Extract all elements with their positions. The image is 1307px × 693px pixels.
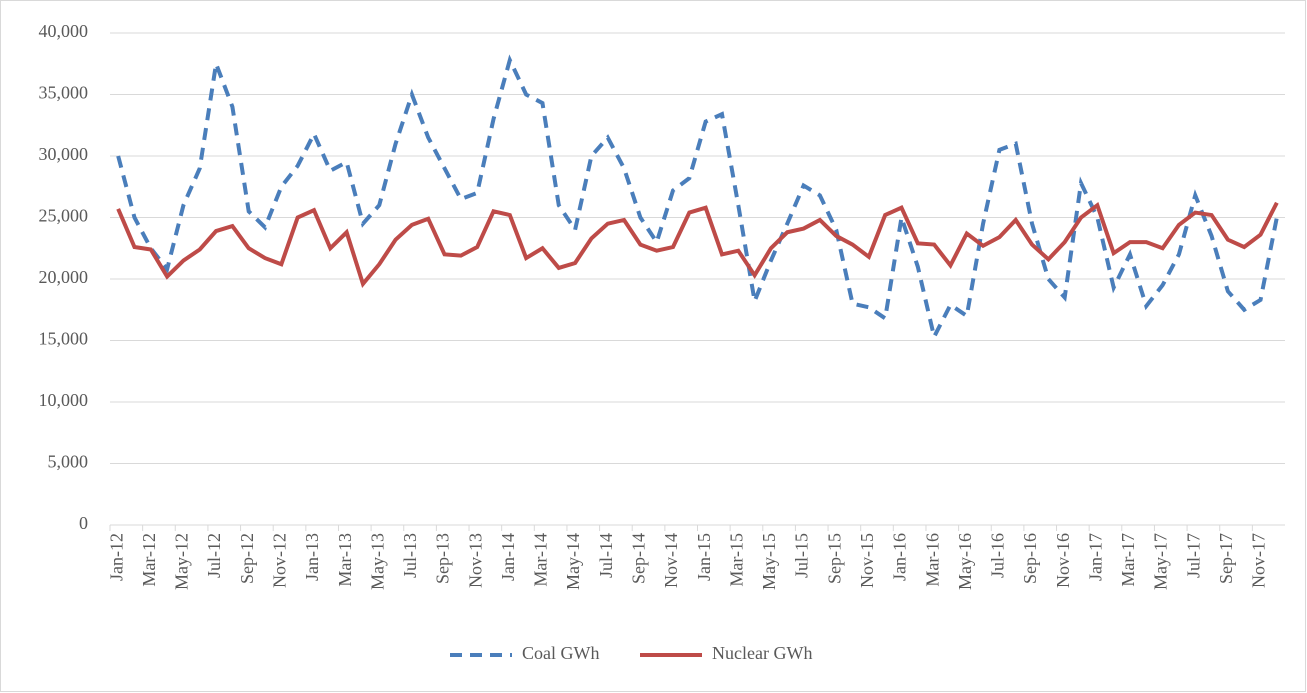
y-tick-label: 25,000 xyxy=(39,206,89,226)
x-tick-label: Jan-16 xyxy=(890,533,910,581)
x-tick-label: Mar-12 xyxy=(139,533,159,587)
y-tick-label: 10,000 xyxy=(39,390,89,410)
series-line xyxy=(116,54,1279,343)
x-tick-label: Sep-13 xyxy=(433,533,453,584)
x-tick-label: Jan-13 xyxy=(302,533,322,581)
x-tick-label: May-13 xyxy=(367,533,387,590)
x-tick-label: Sep-15 xyxy=(824,533,844,584)
x-tick-label: Mar-16 xyxy=(922,533,942,587)
x-tick-label: May-16 xyxy=(955,533,975,590)
x-tick-label: Nov-14 xyxy=(661,533,681,588)
x-tick-label: Sep-14 xyxy=(629,533,649,584)
x-tick-label: Nov-16 xyxy=(1053,533,1073,588)
x-tick-label: May-17 xyxy=(1151,533,1171,590)
x-tick-label: Sep-12 xyxy=(237,533,257,584)
x-tick-label: Mar-17 xyxy=(1118,533,1138,587)
y-tick-label: 30,000 xyxy=(39,144,89,164)
y-tick-label: 15,000 xyxy=(39,329,89,349)
x-tick-label: Mar-14 xyxy=(531,533,551,587)
x-tick-label: Nov-15 xyxy=(857,533,877,588)
x-tick-label: Mar-15 xyxy=(726,533,746,587)
x-tick-label: Jul-17 xyxy=(1183,533,1203,578)
x-tick-label: Nov-12 xyxy=(269,533,289,588)
y-tick-label: 0 xyxy=(79,513,88,533)
y-tick-label: 5,000 xyxy=(48,452,89,472)
x-tick-label: Sep-17 xyxy=(1216,533,1236,584)
y-tick-label: 35,000 xyxy=(39,83,89,103)
legend-label: Coal GWh xyxy=(522,643,599,663)
series-line xyxy=(116,201,1279,289)
x-tick-label: Mar-13 xyxy=(335,533,355,587)
x-tick-label: Jan-15 xyxy=(694,533,714,581)
x-tick-label: Jul-14 xyxy=(596,533,616,578)
x-tick-label: Jan-14 xyxy=(498,533,518,581)
x-tick-label: Jul-12 xyxy=(204,533,224,578)
x-tick-label: Jan-12 xyxy=(106,533,126,581)
y-tick-label: 20,000 xyxy=(39,267,89,287)
x-tick-label: Jul-15 xyxy=(792,533,812,578)
x-tick-label: Sep-16 xyxy=(1020,533,1040,584)
x-tick-label: May-15 xyxy=(759,533,779,590)
x-tick-label: Jul-16 xyxy=(988,533,1008,578)
x-tick-label: Nov-13 xyxy=(465,533,485,588)
legend-label: Nuclear GWh xyxy=(712,643,812,663)
x-tick-label: Nov-17 xyxy=(1249,533,1269,588)
x-tick-label: Jan-17 xyxy=(1085,533,1105,581)
x-tick-label: May-14 xyxy=(563,533,583,590)
x-tick-label: May-12 xyxy=(172,533,192,590)
x-tick-label: Jul-13 xyxy=(400,533,420,578)
y-tick-label: 40,000 xyxy=(39,21,89,41)
